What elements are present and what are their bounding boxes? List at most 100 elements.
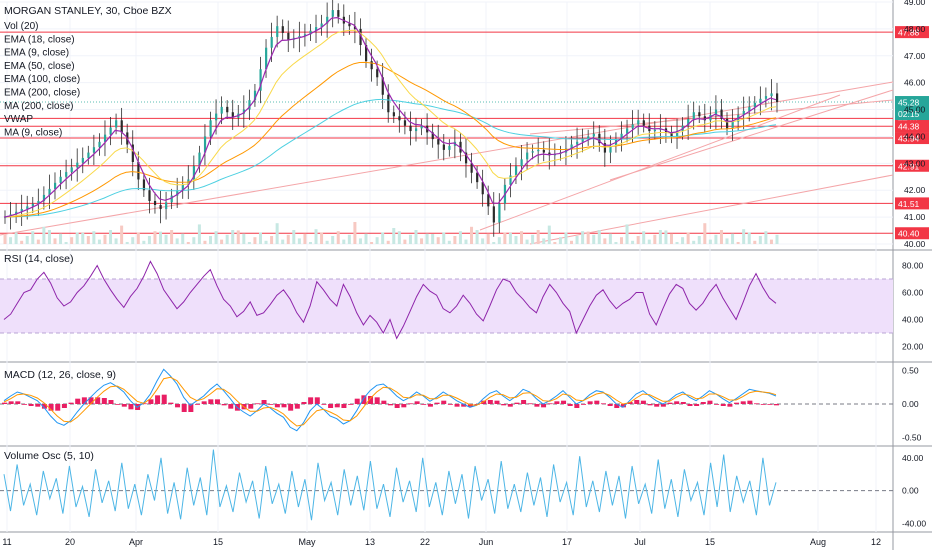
level-tag-label: 42.91: [898, 161, 920, 171]
volume-bar: [497, 237, 501, 244]
volume-bar: [581, 231, 585, 244]
level-tag[interactable]: [895, 120, 929, 133]
volume-bar: [597, 230, 601, 244]
macd-histogram-bar: [68, 402, 74, 404]
rsi-title: RSI (14, close): [4, 253, 73, 265]
volume-bar: [253, 237, 257, 244]
candle-body: [531, 151, 534, 153]
trend-line[interactable]: [479, 94, 841, 231]
volume-bar: [281, 239, 285, 244]
volume-bar: [36, 239, 40, 244]
volume-bar: [603, 238, 607, 244]
macd-histogram-bar: [61, 404, 67, 408]
level-tag[interactable]: [895, 197, 929, 210]
level-tag-label: 44.38: [898, 122, 920, 132]
candle-body: [609, 145, 612, 153]
price-tick-label: 40.00: [904, 239, 926, 249]
candle-body: [387, 94, 390, 113]
macd-histogram-bar: [128, 404, 134, 410]
volume-bar: [114, 238, 118, 244]
rsi-tick-label: 20.00: [902, 342, 924, 352]
last-price-tag[interactable]: [895, 96, 929, 121]
volume-bar: [331, 236, 335, 244]
candle-body: [698, 112, 701, 117]
macd-histogram-bar: [454, 404, 460, 407]
volume-bar: [642, 231, 646, 244]
rsi-tick-label: 80.00: [902, 261, 924, 271]
volume-bar: [536, 230, 540, 244]
volume-bar: [192, 237, 196, 244]
macd-histogram-bar: [188, 404, 194, 412]
macd-histogram-bar: [527, 403, 533, 405]
candle-body: [720, 109, 723, 119]
candle-body: [509, 175, 512, 185]
volume-bar: [703, 223, 707, 244]
volume-bar: [264, 240, 268, 244]
volume-bar: [486, 233, 490, 244]
volume-bar: [347, 234, 351, 244]
macd-histogram-bar: [700, 402, 706, 404]
price-tick-label: 49.00: [904, 0, 926, 7]
macd-tick-label: 0.00: [902, 399, 919, 409]
macd-histogram-bar: [261, 400, 267, 404]
level-tag[interactable]: [895, 132, 929, 145]
volume-bar: [492, 242, 496, 244]
indicator-legend[interactable]: MORGAN STANLEY, 30, Cboe BZX Vol (20) EMA…: [4, 5, 172, 138]
volume-bar: [775, 234, 779, 244]
volume-bar: [386, 240, 390, 244]
volume-bar: [381, 232, 385, 244]
candle-body: [587, 136, 590, 140]
macd-histogram-bar: [21, 404, 27, 405]
candle-body: [259, 69, 262, 91]
candle-body: [265, 47, 268, 70]
volume-bar: [653, 234, 657, 244]
volume-bar: [681, 237, 685, 244]
candle-body: [703, 116, 706, 121]
volume-bar: [375, 237, 379, 244]
volume-bar: [59, 233, 63, 244]
indicator-label: EMA (18, close): [4, 34, 75, 45]
volume-bar: [619, 237, 623, 244]
trend-line[interactable]: [0, 81, 894, 236]
candle-body: [498, 203, 501, 223]
candle-body: [442, 144, 445, 150]
candle-body: [742, 110, 745, 115]
volume-bar: [475, 230, 479, 244]
macd-histogram-bar: [75, 398, 81, 404]
horizontal-levels[interactable]: 47.8844.6744.3843.9442.9141.5140.4045.28…: [0, 26, 929, 240]
volume-bar: [669, 233, 673, 244]
candle-body: [381, 77, 384, 95]
x-tick-label: 15: [213, 537, 223, 547]
candle-body: [520, 159, 523, 167]
volume-bar: [625, 224, 629, 244]
volume-bar: [92, 231, 96, 244]
macd-tick-label: 0.50: [902, 366, 919, 376]
macd-histogram-bar: [394, 404, 400, 408]
volume-bar: [314, 229, 318, 244]
level-tag[interactable]: [895, 26, 929, 39]
volume-bar: [136, 232, 140, 244]
volume-bar: [9, 237, 13, 244]
macd-histogram-bar: [421, 404, 427, 405]
macd-histogram-bar: [694, 404, 700, 406]
candle-body: [676, 131, 679, 137]
volume-bar: [608, 233, 612, 244]
level-tag[interactable]: [895, 159, 929, 172]
volume-bar: [153, 231, 157, 244]
macd-histogram-bar: [740, 401, 746, 404]
volume-bar: [236, 230, 240, 244]
volume-bar: [336, 231, 340, 244]
macd-histogram-bar: [587, 401, 593, 404]
macd-histogram-bar: [168, 402, 174, 404]
candle-body: [476, 172, 479, 183]
candle-body: [315, 27, 318, 31]
candle-body: [481, 182, 484, 195]
level-tag[interactable]: [895, 227, 929, 240]
trend-line[interactable]: [609, 89, 894, 181]
macd-histogram-bar: [388, 404, 393, 406]
price-tick-label: 46.00: [904, 78, 926, 88]
candle-body: [714, 109, 718, 115]
trend-line[interactable]: [529, 174, 894, 245]
